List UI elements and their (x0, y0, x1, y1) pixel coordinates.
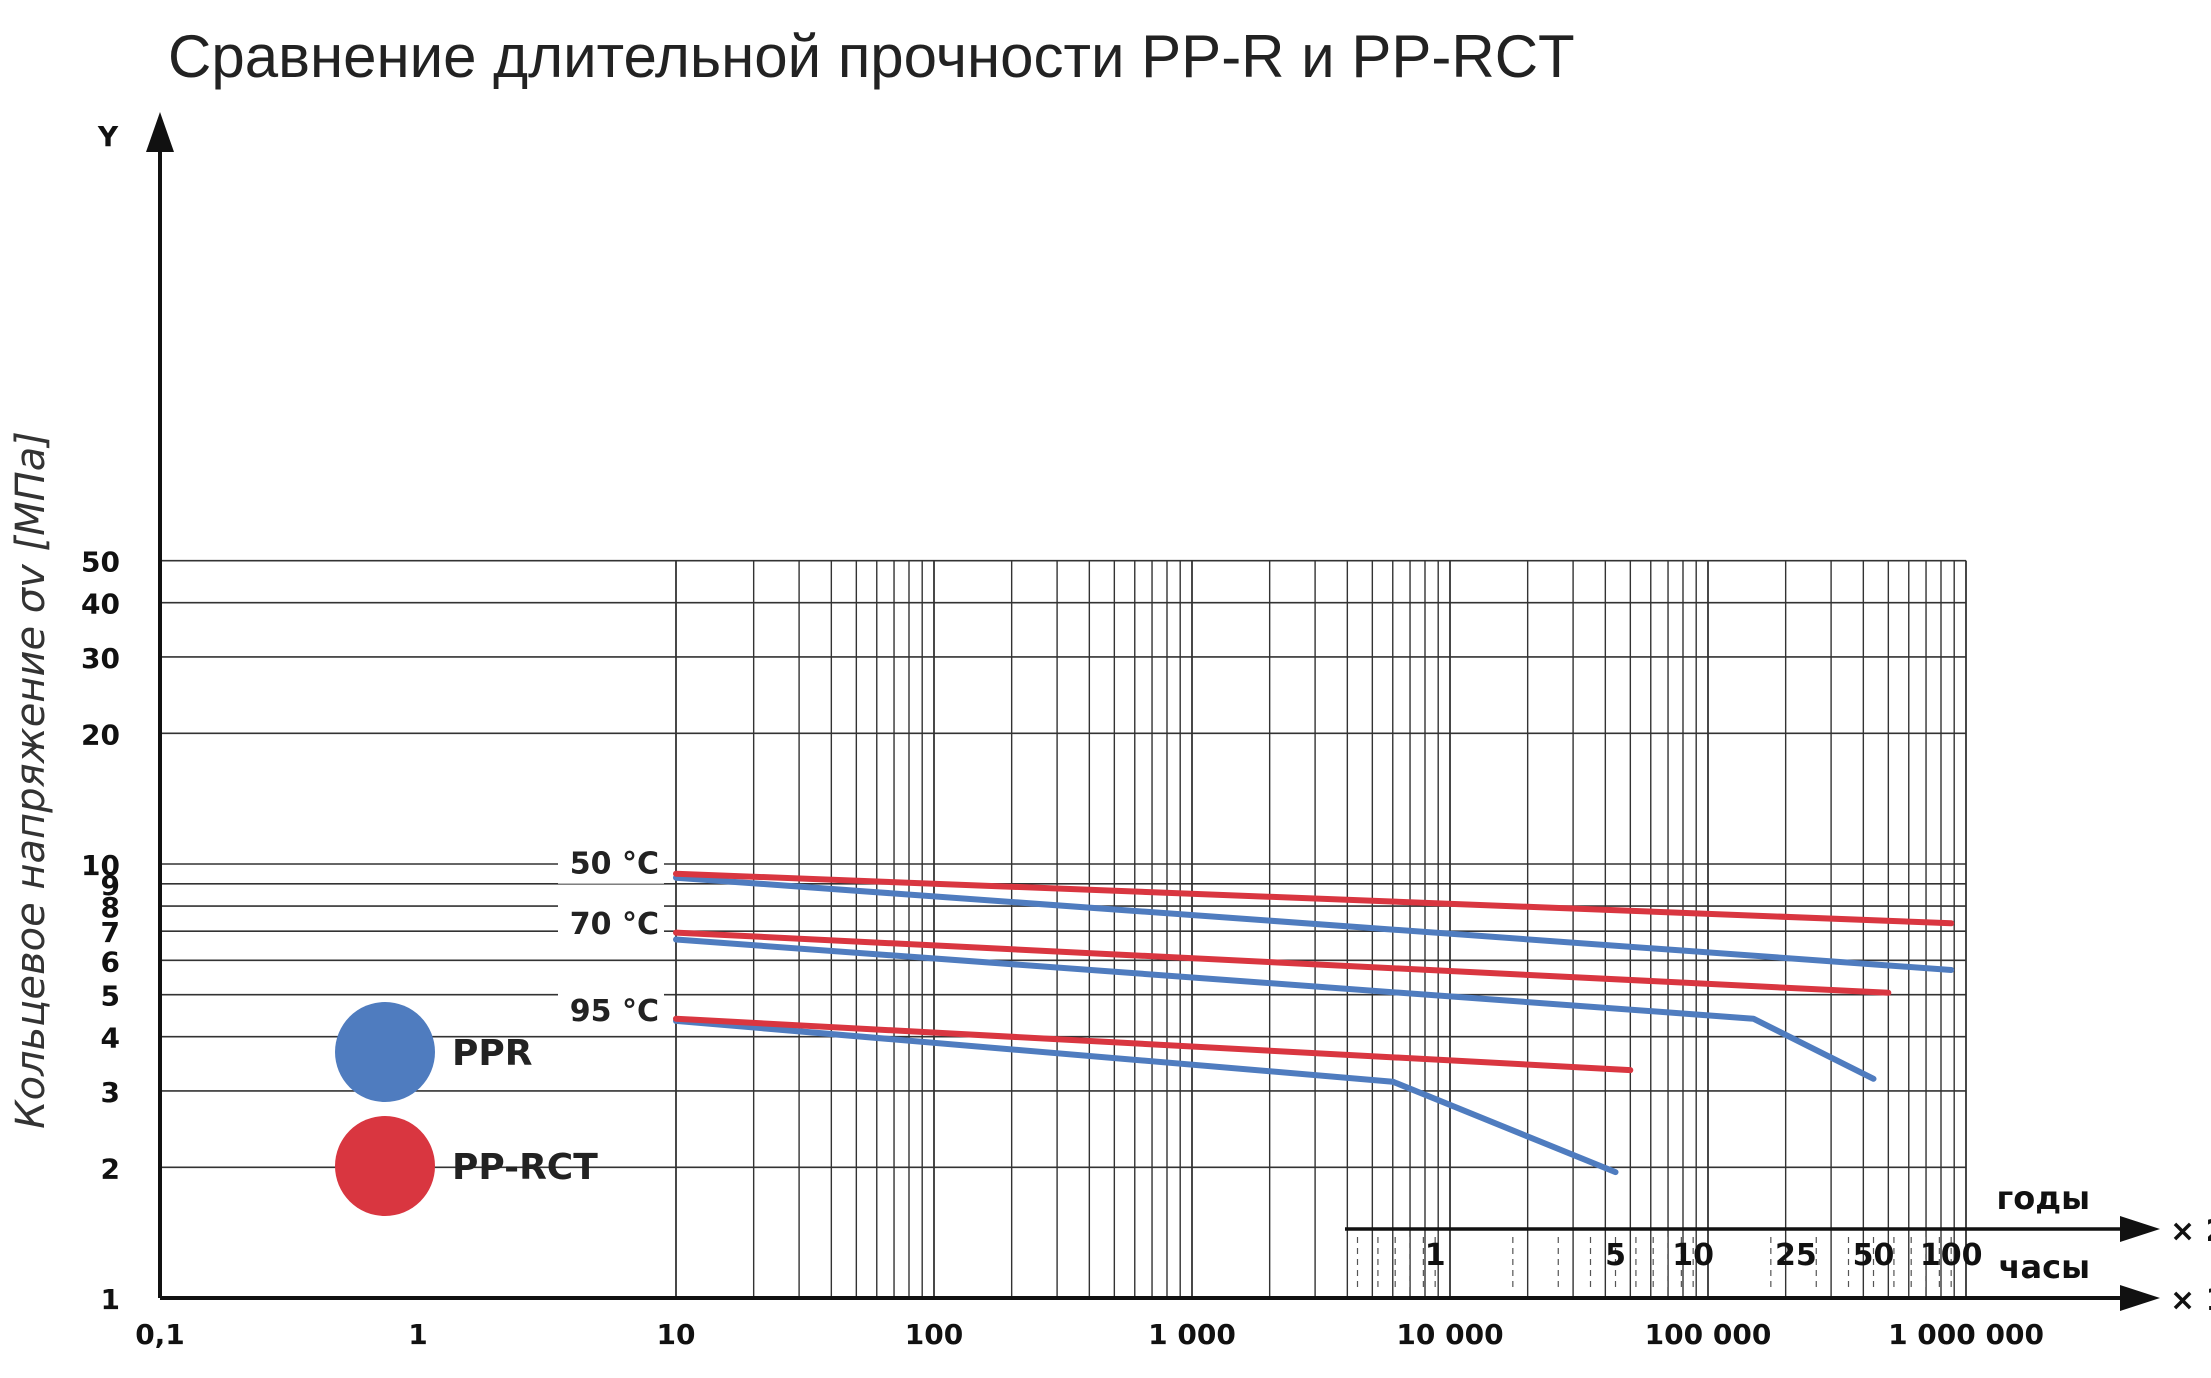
y-tick-label: 7 (101, 916, 120, 949)
x-tick-label: 1 (408, 1318, 427, 1351)
years-tick-label: 25 (1775, 1238, 1817, 1273)
legend-swatch (335, 1116, 435, 1216)
x-tick-label: 10 (657, 1318, 696, 1351)
axes: Y× 1часы× 2годы1510255010012345678910203… (8, 112, 2211, 1351)
series-lines (673, 870, 1955, 1176)
legend-label: PPR (452, 1033, 533, 1074)
y-tick-label: 40 (81, 588, 120, 621)
years-tick-label: 10 (1672, 1238, 1714, 1273)
legend: PPR PP-RCT (335, 1002, 598, 1216)
x-tick-label: 100 (905, 1318, 963, 1351)
x-axis-multiplier-hours: × 1 (2170, 1283, 2211, 1318)
years-tick-label: 100 (1920, 1238, 1983, 1273)
temperature-label-bg (558, 990, 664, 1031)
series-line-ppr (673, 1017, 1619, 1176)
years-tick-label: 50 (1853, 1238, 1895, 1273)
y-tick-label: 50 (81, 546, 120, 579)
x-tick-label: 10 000 (1396, 1318, 1503, 1351)
x-axis-label-hours: часы (1999, 1248, 2090, 1286)
temperature-label: 95 °C (570, 994, 659, 1029)
y-tick-label: 4 (101, 1022, 120, 1055)
y-tick-label: 5 (101, 980, 120, 1013)
years-axis-arrow-icon (2120, 1216, 2160, 1242)
series-line-ppr (673, 936, 1877, 1082)
y-tick-label: 2 (101, 1152, 120, 1185)
x-axis-label-years: годы (1997, 1179, 2090, 1217)
y-tick-label: 6 (101, 945, 120, 978)
chart-title: Сравнение длительной прочности PP-R и PP… (168, 23, 1575, 90)
series-line-pp-rct (673, 1015, 1634, 1074)
series-line-pp-rct (673, 929, 1892, 996)
series-line-pp-rct (673, 870, 1955, 927)
labels: 50 °C 70 °C 95 °C (558, 843, 664, 1031)
x-axis-arrow-icon (2120, 1285, 2160, 1311)
temperature-label-bg (558, 903, 664, 944)
years-tick-label: 1 (1425, 1238, 1446, 1273)
x-tick-label: 0,1 (135, 1318, 185, 1351)
series-line-ppr (673, 874, 1955, 973)
y-tick-label: 9 (101, 869, 120, 902)
y-tick-label: 1 (101, 1283, 120, 1316)
years-tick-label: 5 (1605, 1238, 1626, 1273)
temperature-label: 70 °C (570, 907, 659, 942)
x-tick-label: 1 000 000 (1888, 1318, 2044, 1351)
y-tick-label: 20 (81, 718, 120, 751)
y-tick-label: 10 (81, 849, 120, 882)
legend-label: PP-RCT (452, 1147, 598, 1188)
x-tick-label: 100 000 (1645, 1318, 1772, 1351)
legend-swatch (335, 1002, 435, 1102)
y-axis-title: Кольцевое напряжение σv [МПа] (8, 431, 54, 1129)
temperature-label-bg (558, 843, 664, 884)
x-axis-multiplier-years: × 2 (2170, 1214, 2211, 1249)
y-axis-letter: Y (97, 120, 119, 153)
y-axis-arrow-icon (146, 112, 174, 152)
y-tick-label: 3 (101, 1076, 120, 1109)
x-tick-label: 1 000 (1148, 1318, 1236, 1351)
y-tick-label: 30 (81, 642, 120, 675)
grid (160, 559, 1967, 1298)
y-tick-label: 8 (101, 891, 120, 924)
temperature-label: 50 °C (570, 847, 659, 882)
